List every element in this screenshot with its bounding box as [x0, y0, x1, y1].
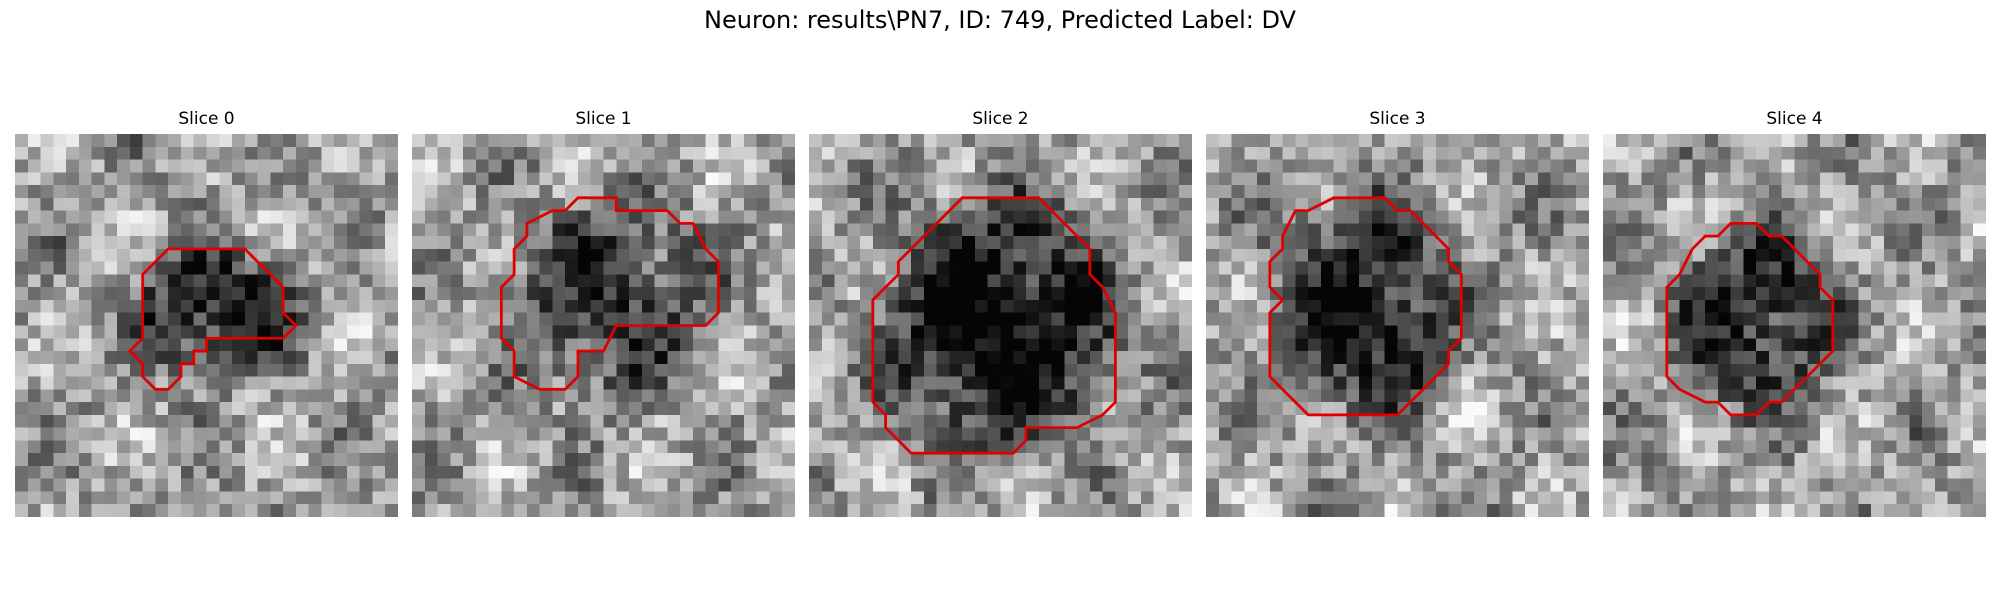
figure-title: Neuron: results\PN7, ID: 749, Predicted …	[704, 6, 1296, 34]
slice-image	[15, 134, 398, 517]
slice-image	[1603, 134, 1986, 517]
segmentation-contour	[127, 247, 298, 391]
segmentation-contour	[499, 196, 720, 391]
slice-title: Slice 4	[1766, 109, 1823, 129]
slice-title: Slice 1	[575, 109, 632, 129]
slice-panel-4: Slice 4	[1603, 108, 1986, 517]
slice-title: Slice 2	[972, 109, 1029, 129]
slice-title: Slice 3	[1369, 109, 1426, 129]
slice-panel-3: Slice 3	[1206, 108, 1589, 517]
segmentation-contour	[871, 196, 1117, 455]
segmentation-contour	[1665, 221, 1835, 417]
segmentation-contour	[1268, 196, 1463, 417]
slice-image	[1206, 134, 1589, 517]
slice-image	[412, 134, 795, 517]
slice-image	[809, 134, 1192, 517]
slice-title: Slice 0	[178, 109, 235, 129]
slice-panel-1: Slice 1	[412, 108, 795, 517]
slice-panel-2: Slice 2	[809, 108, 1192, 517]
slice-panel-0: Slice 0	[15, 108, 398, 517]
